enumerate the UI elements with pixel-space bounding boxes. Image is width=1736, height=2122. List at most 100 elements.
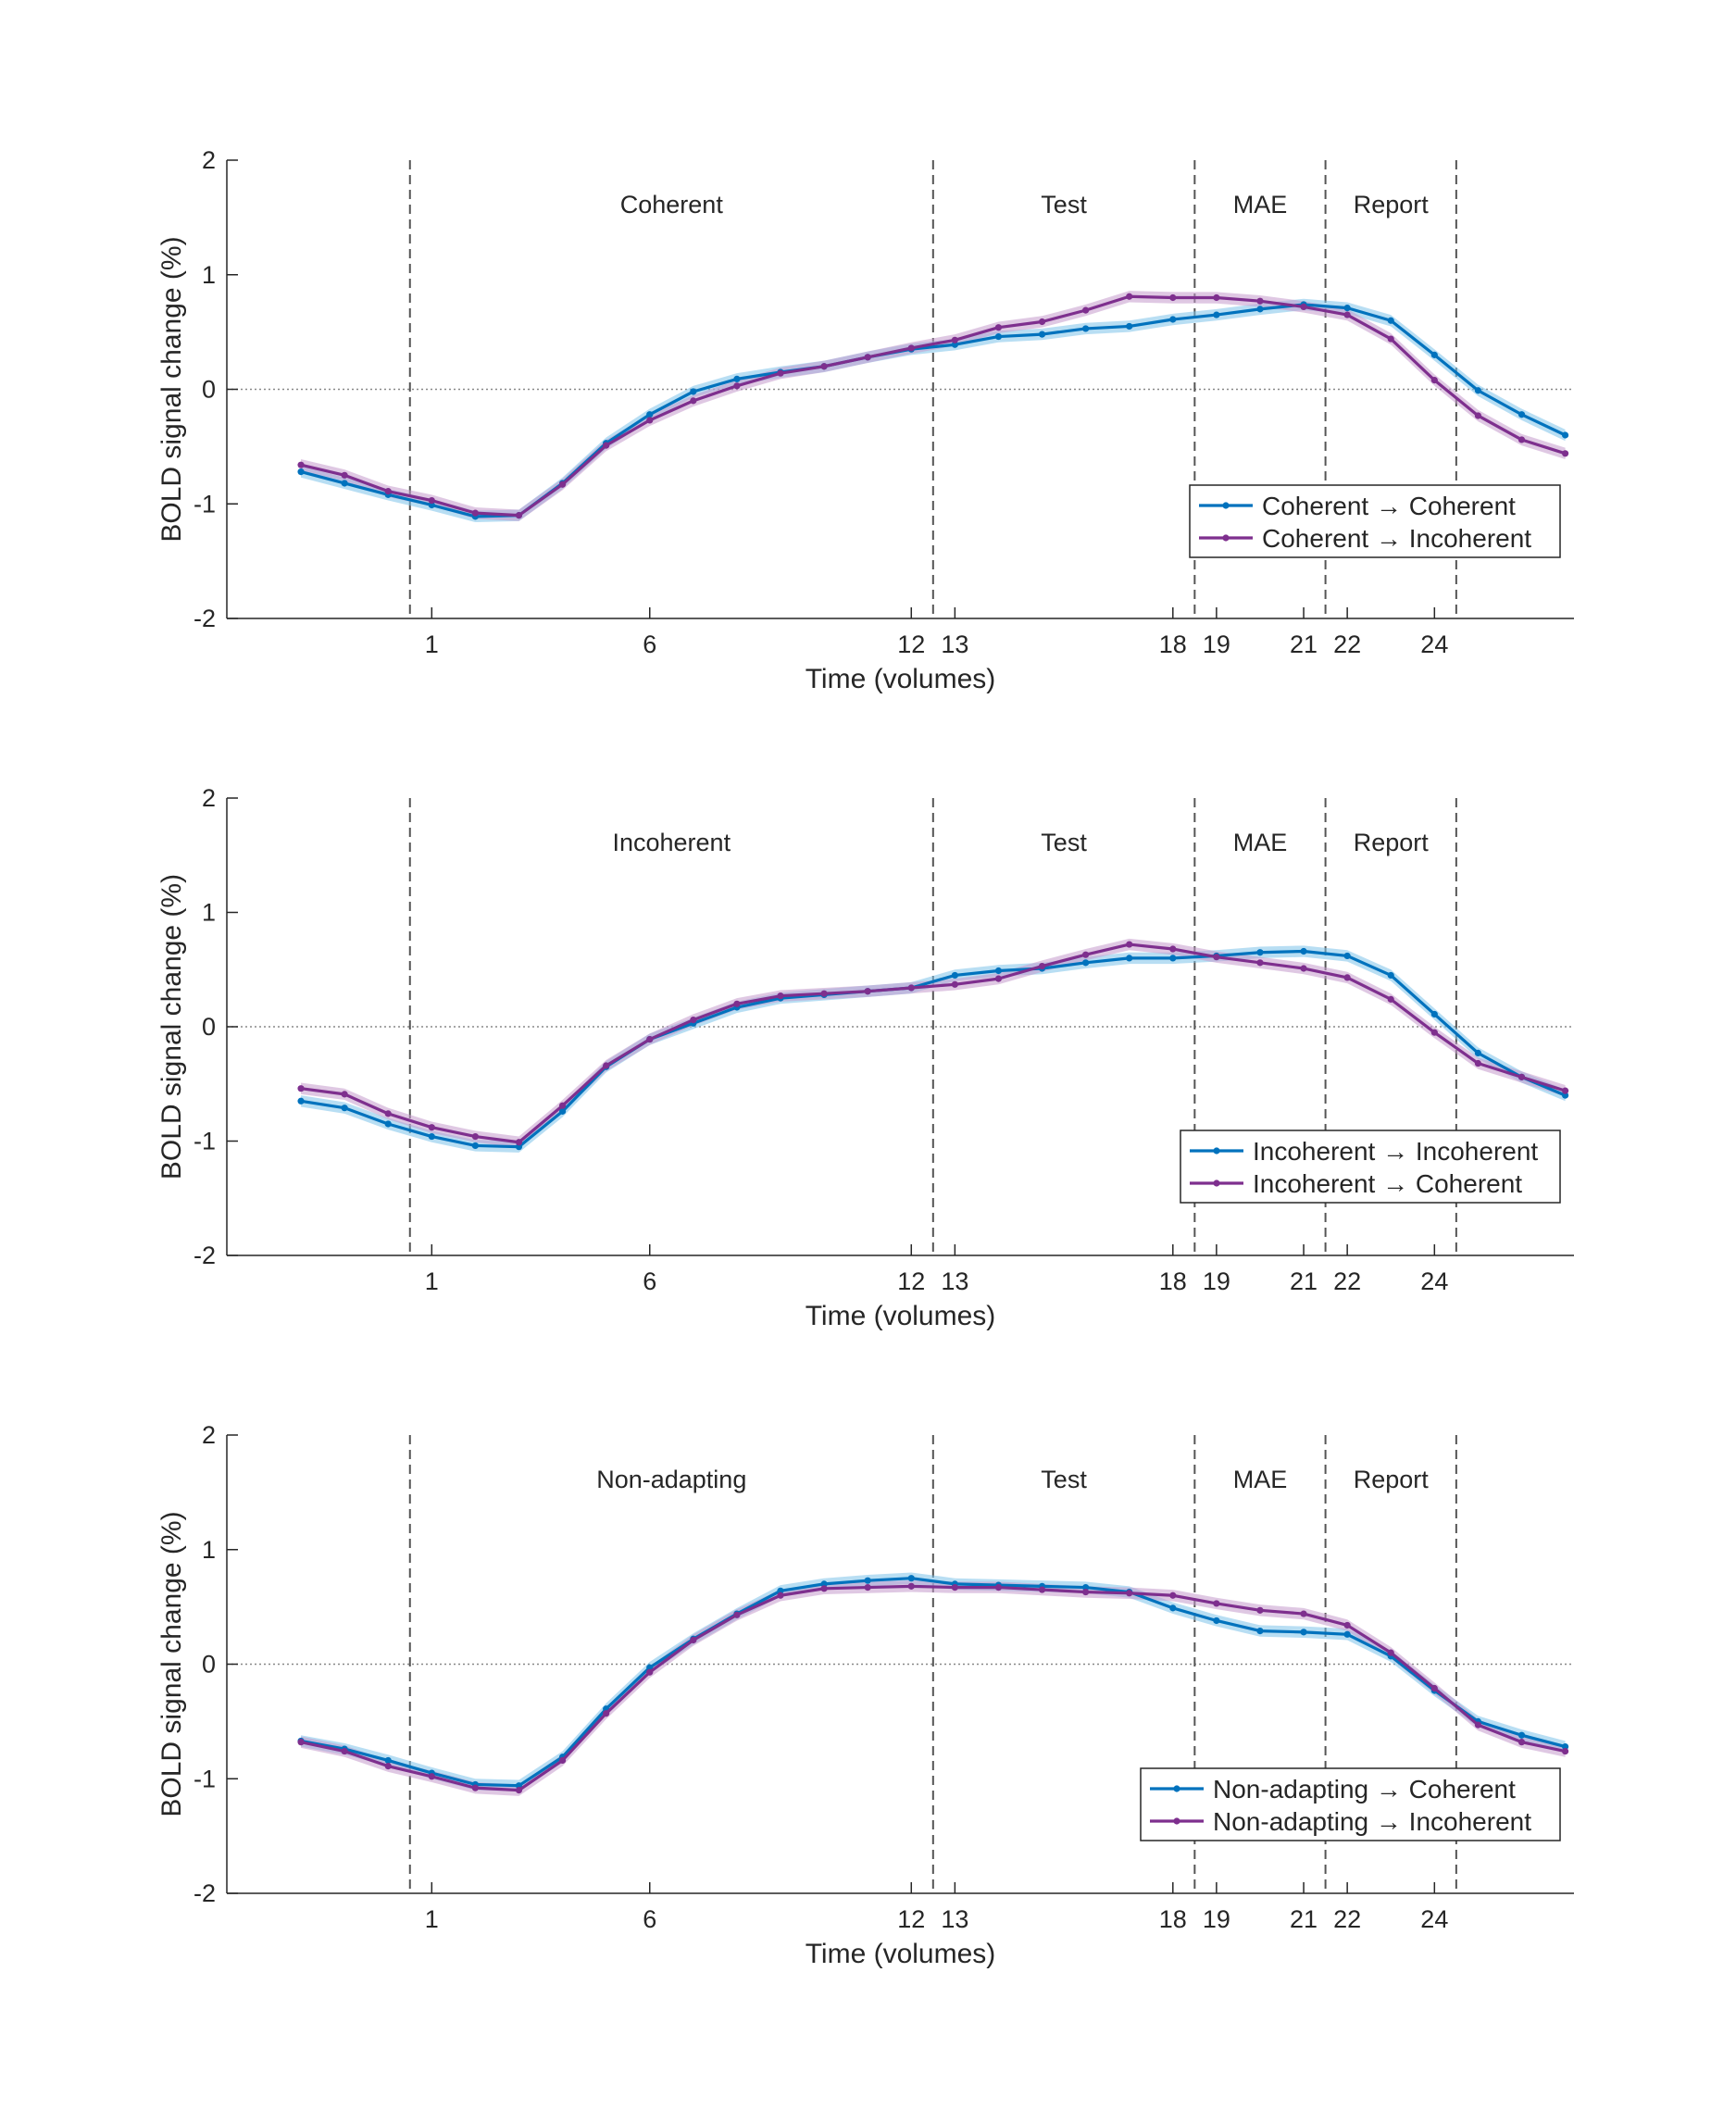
series-1-point <box>471 1142 479 1150</box>
series-2-point <box>907 984 915 992</box>
series-1-point <box>1300 1629 1307 1636</box>
series-2-point <box>864 354 871 361</box>
series-2-point <box>1126 941 1133 948</box>
phase-label: Report <box>1354 191 1430 218</box>
series-2-point <box>1038 962 1046 970</box>
legend-swatch-marker <box>1213 1180 1220 1187</box>
series-2-point <box>733 1611 741 1618</box>
x-tick-label: 24 <box>1420 630 1448 658</box>
series-2-point <box>428 1773 435 1780</box>
series-2-point <box>384 488 392 495</box>
legend-box <box>1189 484 1561 558</box>
series-2-point <box>297 461 305 468</box>
legend-box <box>1140 1767 1561 1841</box>
series-2-point <box>1517 436 1526 443</box>
legend-entry: Non-adapting → Coherent <box>1213 1775 1516 1804</box>
series-1-point <box>733 375 741 382</box>
series-2-point <box>428 1124 435 1131</box>
series-1-point <box>907 1575 915 1582</box>
series-1-point <box>558 1107 567 1115</box>
series-1-point <box>428 1132 435 1141</box>
phase-label: Non-adapting <box>596 1466 746 1493</box>
series-2-point <box>820 990 828 997</box>
series-2-point <box>341 1091 348 1098</box>
series-2-point <box>1169 1592 1177 1599</box>
series-2-point <box>820 1585 828 1592</box>
legend: Coherent → Coherent Coherent → Incoherent <box>1189 484 1561 558</box>
series-1-point <box>1213 311 1220 318</box>
series-2-point <box>471 509 479 517</box>
y-tick-label: -2 <box>194 605 216 632</box>
series-2-point <box>777 992 784 1000</box>
series-1-point <box>515 1143 523 1151</box>
x-tick-label: 24 <box>1420 1267 1448 1295</box>
series-2-point <box>1169 293 1177 302</box>
series-2-point <box>777 369 784 377</box>
phase-label: Test <box>1041 191 1087 218</box>
series-1-point <box>1561 431 1569 439</box>
series-2-point <box>603 442 610 449</box>
series-2-point <box>994 1583 1003 1592</box>
y-tick-label: 0 <box>202 376 216 404</box>
series-2-point <box>297 1739 305 1746</box>
series-1-point <box>1474 387 1482 394</box>
x-tick-label: 18 <box>1159 1267 1187 1295</box>
series-2-point <box>428 496 435 505</box>
series-2-point <box>515 1139 523 1146</box>
series-2-point <box>1561 1087 1569 1094</box>
series-2-point <box>1300 1610 1307 1617</box>
series-1-point <box>1082 1583 1090 1592</box>
series-2-point <box>1082 306 1090 314</box>
series-2-point <box>341 471 348 479</box>
series-1-point <box>384 1756 392 1765</box>
series-2-point <box>1430 1029 1438 1036</box>
x-tick-label: 13 <box>941 1905 968 1933</box>
y-tick-label: -1 <box>194 1128 216 1155</box>
series-2-point <box>1038 318 1046 326</box>
x-tick-label: 18 <box>1159 630 1187 658</box>
x-tick-label: 6 <box>643 1905 656 1933</box>
series-2-point <box>1343 974 1351 981</box>
series-1-point <box>1343 952 1351 960</box>
series-2-point <box>1256 297 1264 305</box>
series-2-point <box>646 417 654 424</box>
series-1-line <box>300 949 1567 1149</box>
series-1-point <box>1169 1604 1177 1612</box>
legend: Incoherent → Incoherent Incoherent → Cohe… <box>1180 1130 1561 1204</box>
series-2-point <box>1213 1600 1220 1607</box>
series-1-point <box>1038 331 1046 338</box>
series-1-point <box>1082 959 1090 967</box>
series-2-point <box>384 1763 392 1770</box>
series-2-point <box>603 1062 610 1069</box>
series-2-point <box>1126 1590 1133 1597</box>
x-tick-label: 1 <box>425 1267 439 1295</box>
phase-label: Coherent <box>620 191 724 218</box>
series-1-point <box>1387 971 1394 980</box>
series-2-point <box>558 1756 567 1765</box>
series-2-point <box>515 512 523 519</box>
series-2-point <box>1517 1073 1526 1080</box>
phase-label: MAE <box>1233 191 1288 218</box>
series-1-point <box>1300 947 1307 955</box>
series-1-point <box>820 1580 828 1588</box>
series-2-point <box>1082 1588 1090 1596</box>
series-2-point <box>297 1085 305 1092</box>
series-2-point <box>907 1582 915 1590</box>
series-2-point <box>1387 335 1394 343</box>
series-1-point <box>1561 1092 1569 1099</box>
series-1-point <box>1169 955 1177 962</box>
series-1-point <box>951 341 958 348</box>
series-1-point <box>864 1577 871 1584</box>
series-1-point <box>1517 411 1526 418</box>
series-1-point <box>1517 1731 1526 1739</box>
phase-label: MAE <box>1233 1466 1288 1493</box>
x-axis-title: Time (volumes) <box>806 664 996 694</box>
series-2-point <box>1256 1606 1264 1614</box>
series-2-point <box>1387 1649 1394 1656</box>
series-2-line <box>300 294 1567 518</box>
series-1-point <box>1126 955 1133 962</box>
series-1-error-band <box>301 945 1566 1153</box>
series-1-point <box>1256 306 1264 313</box>
series-2-point <box>471 1132 479 1141</box>
series-2-line <box>300 1584 1566 1792</box>
